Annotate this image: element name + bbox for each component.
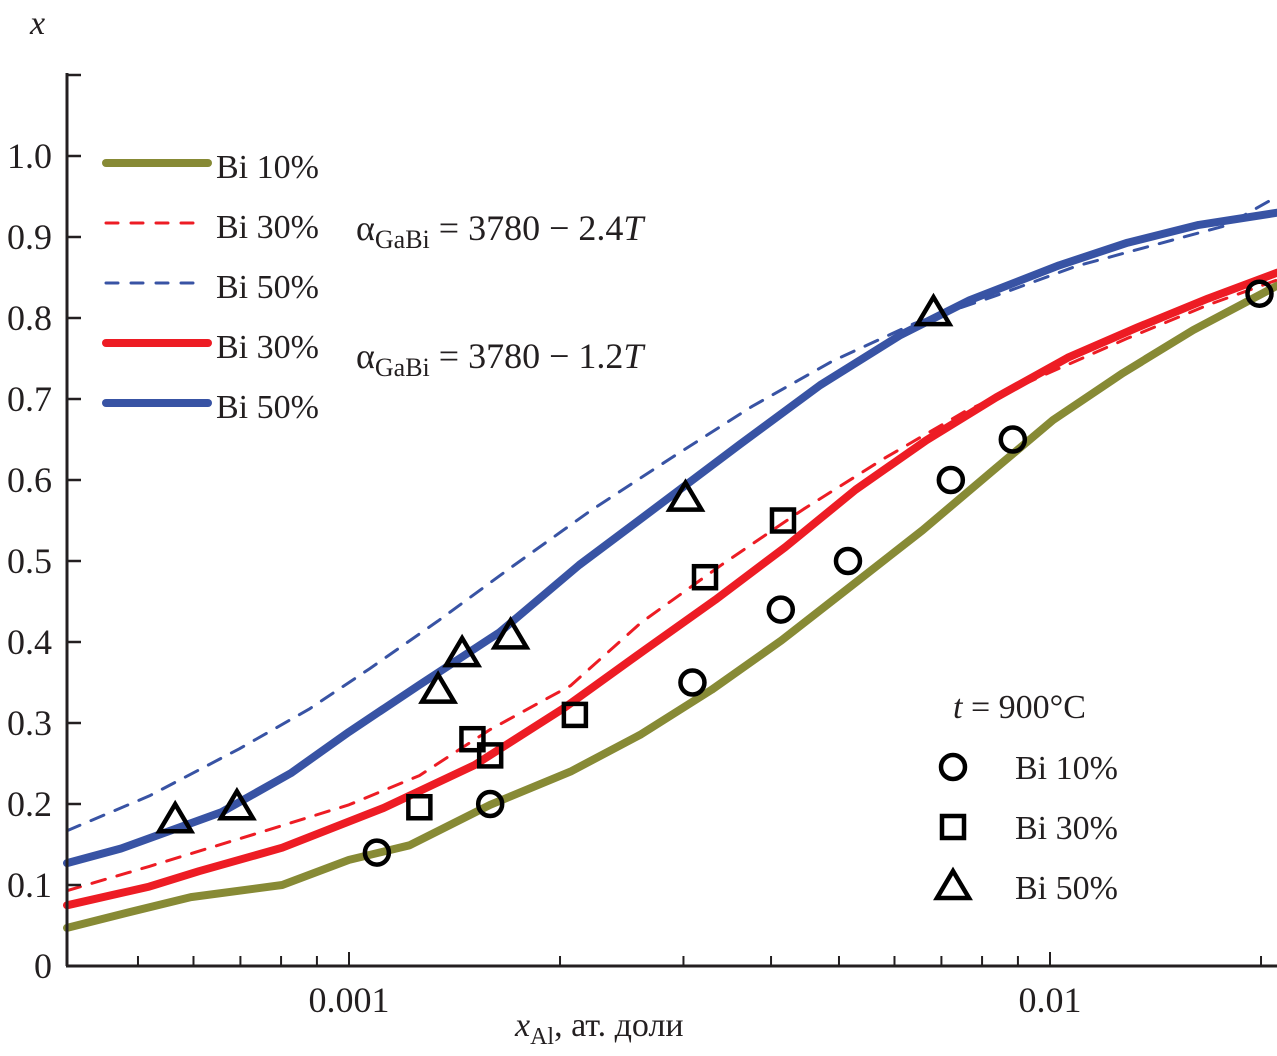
data-point-circle — [1245, 279, 1274, 308]
data-point-circle — [678, 668, 707, 697]
legend-label: Bi 30% — [216, 329, 319, 366]
x-axis-title-sub: Al — [530, 1024, 554, 1050]
data-point-circle — [998, 425, 1028, 454]
data-point-triangle — [913, 292, 954, 327]
series-line-bi-50--dashed — [65, 195, 1277, 833]
y-tick-label: 0.7 — [7, 379, 52, 419]
axes: 00.10.20.30.40.50.60.70.80.91.0 0.001 0.0… — [7, 73, 1277, 1020]
legend-label: Bi 10% — [216, 149, 319, 186]
data-point-triangle — [665, 478, 706, 512]
alpha-subscript: GaBi — [375, 353, 430, 382]
data-point-square — [406, 793, 433, 821]
data-point-square — [561, 701, 589, 729]
experimental-markers — [155, 279, 1274, 867]
data-point-triangle — [490, 615, 531, 650]
data-point-triangle — [418, 670, 459, 704]
data-point-circle — [362, 838, 392, 867]
y-tick-label: 0 — [34, 946, 52, 986]
y-tick-label: 0.2 — [7, 784, 52, 824]
y-tick-label: 0.3 — [7, 703, 52, 743]
x-axis-title-var: x — [514, 1007, 530, 1044]
data-point-circle — [936, 465, 966, 495]
legend-label: Bi 50% — [216, 389, 319, 426]
temperature-var: t — [953, 689, 964, 726]
y-tick-label: 1.0 — [7, 136, 52, 176]
data-point-circle — [766, 595, 796, 624]
alpha-symbol: α — [356, 336, 375, 376]
data-point-circle — [475, 789, 505, 819]
alpha-subscript: GaBi — [375, 225, 430, 254]
y-tick-label: 0.6 — [7, 460, 52, 500]
marker-legend: t = 900°C Bi 10% Bi 30% Bi 50% — [933, 689, 1118, 907]
alpha-symbol: α — [356, 208, 375, 248]
data-point-square — [769, 507, 797, 534]
data-point-triangle — [155, 799, 196, 834]
y-tick-label: 0.8 — [7, 298, 52, 338]
x-ticks: 0.001 0.01 — [136, 952, 1263, 1020]
data-point-circle — [833, 546, 863, 576]
x-tick-label: 0.001 — [309, 980, 390, 1020]
temperature-label: t = 900°C — [953, 689, 1086, 726]
alpha-var: T — [623, 208, 646, 248]
y-tick-label: 0.4 — [7, 622, 52, 662]
y-tick-label: 0.9 — [7, 217, 52, 257]
y-tick-label: 0.5 — [7, 541, 52, 581]
x-axis-title-rest: , ат. доли — [554, 1007, 684, 1044]
y-ticks: 0 0.1 0.2 0.3 0.4 0.5 0.6 0.7 0.8 0.9 1.0 — [7, 73, 81, 986]
annotation-alpha-2-4: αGaBi = 3780 − 2.4T — [356, 208, 646, 254]
annotation-alpha-1-2: αGaBi = 3780 − 1.2T — [356, 336, 646, 382]
legend-label: Bi 50% — [216, 269, 319, 306]
series-line-bi-10--solid — [63, 281, 1277, 932]
legend-marker-triangle — [933, 866, 973, 901]
y-tick-label: 0.1 — [7, 865, 52, 905]
series-line-bi-30--solid — [63, 268, 1277, 910]
line-legend: Bi 10% Bi 30% Bi 50% Bi 30% Bi 50% — [102, 149, 319, 426]
data-point-square — [459, 725, 486, 753]
series-line-bi-50--solid — [63, 208, 1277, 868]
y-axis-title: x — [29, 5, 45, 42]
temperature-value: = 900°C — [962, 689, 1085, 726]
alpha-var: T — [623, 336, 646, 376]
alpha-equation: = 3780 − 2.4 — [430, 208, 624, 248]
x-axis-title: xAl, ат. доли — [514, 1007, 684, 1050]
legend-marker-circle — [938, 752, 968, 782]
data-point-square — [476, 742, 504, 769]
alpha-equation: = 3780 − 1.2 — [430, 336, 624, 376]
model-curves — [63, 195, 1277, 932]
legend-marker-label: Bi 50% — [1015, 870, 1118, 907]
x-tick-label: 0.01 — [1019, 980, 1082, 1020]
legend-label: Bi 30% — [216, 209, 319, 246]
data-point-triangle — [442, 633, 483, 668]
legend-marker-label: Bi 10% — [1015, 750, 1118, 787]
legend-marker-label: Bi 30% — [1015, 810, 1118, 847]
data-point-triangle — [216, 786, 257, 821]
series-line-bi-30--dashed — [65, 278, 1277, 893]
data-point-square — [691, 563, 719, 591]
legend-marker-square — [939, 813, 967, 841]
